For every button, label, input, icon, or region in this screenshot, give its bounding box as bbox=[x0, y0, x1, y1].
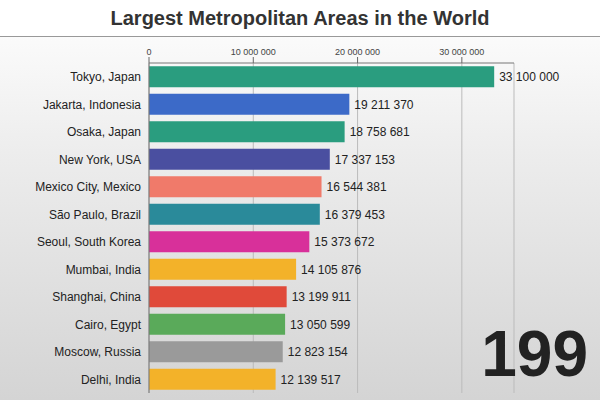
svg-text:Seoul, South Korea: Seoul, South Korea bbox=[37, 235, 141, 249]
svg-text:30 000 000: 30 000 000 bbox=[439, 47, 484, 57]
svg-text:17 337 153: 17 337 153 bbox=[335, 153, 395, 167]
svg-text:Jakarta, Indonesia: Jakarta, Indonesia bbox=[43, 98, 141, 112]
svg-text:Moscow, Russia: Moscow, Russia bbox=[54, 345, 141, 359]
svg-text:19 211 370: 19 211 370 bbox=[354, 98, 413, 112]
svg-text:São Paulo, Brazil: São Paulo, Brazil bbox=[49, 208, 141, 222]
svg-text:Mumbai, India: Mumbai, India bbox=[66, 263, 142, 277]
svg-text:16 379 453: 16 379 453 bbox=[325, 208, 385, 222]
svg-text:14 105 876: 14 105 876 bbox=[301, 263, 361, 277]
svg-text:Cairo, Egypt: Cairo, Egypt bbox=[75, 318, 142, 332]
html-text:199: 199 bbox=[481, 318, 588, 390]
svg-text:Tokyo, Japan: Tokyo, Japan bbox=[70, 70, 141, 84]
svg-text:12 823 154: 12 823 154 bbox=[288, 345, 348, 359]
svg-text:0: 0 bbox=[146, 47, 151, 57]
svg-text:10 000 000: 10 000 000 bbox=[231, 47, 276, 57]
svg-text:15 373 672: 15 373 672 bbox=[314, 235, 374, 249]
html-text:Largest Metropolitan Areas in: Largest Metropolitan Areas in the World bbox=[110, 7, 490, 29]
svg-text:13 199 911: 13 199 911 bbox=[292, 290, 351, 304]
svg-text:13 050 599: 13 050 599 bbox=[290, 318, 350, 332]
svg-text:33 100 000: 33 100 000 bbox=[499, 70, 559, 84]
svg-text:Delhi, India: Delhi, India bbox=[81, 373, 141, 387]
svg-text:Mexico City, Mexico: Mexico City, Mexico bbox=[35, 180, 141, 194]
svg-text:12 139 517: 12 139 517 bbox=[281, 373, 341, 387]
svg-text:Osaka, Japan: Osaka, Japan bbox=[67, 125, 141, 139]
svg-text:Shanghai, China: Shanghai, China bbox=[52, 290, 141, 304]
svg-text:18 758 681: 18 758 681 bbox=[350, 125, 410, 139]
svg-text:20 000 000: 20 000 000 bbox=[335, 47, 380, 57]
svg-text:16 544 381: 16 544 381 bbox=[327, 180, 387, 194]
svg-text:New York, USA: New York, USA bbox=[59, 153, 141, 167]
